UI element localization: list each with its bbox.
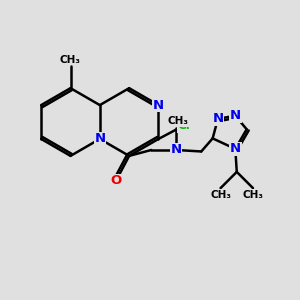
Text: N: N bbox=[171, 143, 182, 157]
Text: CH₃: CH₃ bbox=[167, 116, 188, 126]
Text: CH₃: CH₃ bbox=[60, 55, 81, 64]
Text: N: N bbox=[94, 133, 105, 146]
Text: N: N bbox=[230, 109, 241, 122]
Text: N: N bbox=[212, 112, 224, 125]
Text: N: N bbox=[153, 99, 164, 112]
Text: Cl: Cl bbox=[177, 119, 190, 132]
Text: N: N bbox=[230, 142, 241, 155]
Text: O: O bbox=[110, 174, 122, 188]
Text: CH₃: CH₃ bbox=[210, 190, 231, 200]
Text: CH₃: CH₃ bbox=[242, 190, 263, 200]
